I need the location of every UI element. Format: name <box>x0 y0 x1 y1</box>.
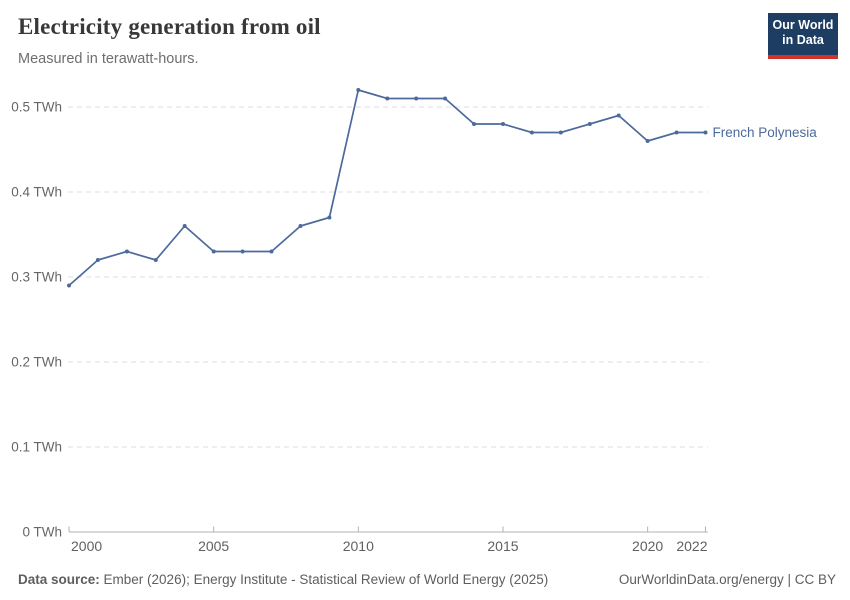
data-point-2015[interactable] <box>501 122 505 126</box>
x-axis-label: 2000 <box>71 538 102 554</box>
owid-logo-line2: in Data <box>782 33 824 48</box>
data-point-2021[interactable] <box>674 130 679 135</box>
x-axis-label: 2015 <box>487 538 518 554</box>
data-source: Data source: Ember (2026); Energy Instit… <box>18 572 548 587</box>
owid-logo[interactable]: Our World in Data <box>768 13 838 59</box>
y-axis-label: 0.2 TWh <box>11 355 62 370</box>
data-point-2010[interactable] <box>356 88 361 92</box>
data-point-2002[interactable] <box>124 249 129 254</box>
data-point-2011[interactable] <box>385 96 390 101</box>
y-axis-label: 0.1 TWh <box>11 440 62 455</box>
data-source-text: Ember (2026); Energy Institute - Statist… <box>99 572 549 587</box>
data-point-2019[interactable] <box>616 113 621 118</box>
y-axis-label: 0 TWh <box>22 525 62 540</box>
data-point-2009[interactable] <box>327 215 332 220</box>
owid-logo-line1: Our World <box>772 18 834 32</box>
data-point-2013[interactable] <box>443 96 448 101</box>
chart-subtitle: Measured in terawatt-hours. <box>18 51 199 67</box>
y-axis-label: 0.4 TWh <box>11 185 62 200</box>
data-point-2012[interactable] <box>414 96 419 101</box>
data-point-2005[interactable] <box>211 249 216 254</box>
y-axis-label: 0.3 TWh <box>11 270 62 285</box>
data-point-2008[interactable] <box>298 224 303 228</box>
x-axis-label: 2005 <box>198 538 229 554</box>
chart-footer: Data source: Ember (2026); Energy Instit… <box>18 572 836 587</box>
data-point-2003[interactable] <box>153 258 158 262</box>
data-point-2018[interactable] <box>587 122 592 126</box>
data-point-2006[interactable] <box>240 249 245 254</box>
y-axis-label: 0.5 TWh <box>11 100 62 115</box>
data-point-2014[interactable] <box>472 122 476 126</box>
chart-title: Electricity generation from oil <box>18 14 321 39</box>
data-point-2004[interactable] <box>182 224 187 228</box>
owid-url-link[interactable]: OurWorldinData.org/energy | CC BY <box>618 572 836 587</box>
data-point-2007[interactable] <box>269 249 274 254</box>
entity-label[interactable]: French Polynesia <box>713 125 818 140</box>
x-axis-label: 2022 <box>676 538 707 554</box>
data-point-2017[interactable] <box>558 130 563 135</box>
line-series-french-polynesia[interactable] <box>68 89 707 287</box>
data-point-2016[interactable] <box>529 130 534 135</box>
x-axis-label: 2020 <box>632 538 663 554</box>
data-point-2001[interactable] <box>95 258 100 262</box>
x-axis-label: 2010 <box>343 538 374 554</box>
data-point-2000[interactable] <box>67 283 71 288</box>
data-point-2022[interactable] <box>703 130 708 135</box>
data-source-label: Data source: <box>18 572 100 587</box>
data-point-2020[interactable] <box>645 139 650 143</box>
